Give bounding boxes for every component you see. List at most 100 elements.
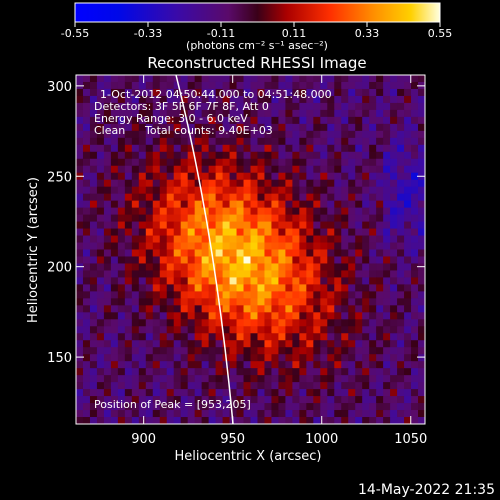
heatmap-cell [187,172,196,181]
heatmap-cell [152,270,161,279]
heatmap-cell [194,207,203,216]
heatmap-cell [103,200,112,209]
heatmap-cell [82,256,91,265]
heatmap-cell [313,179,321,188]
heatmap-cell [187,256,196,265]
heatmap-cell [138,249,147,258]
heatmap-cell [271,312,280,320]
heatmap-cell [369,312,377,320]
heatmap-cell [292,102,300,111]
heatmap-cell [264,179,273,188]
heatmap-cell [278,228,286,237]
heatmap-cell [159,228,168,237]
heatmap-cell [243,165,252,174]
heatmap-cell [271,95,280,104]
heatmap-cell [285,116,293,125]
heatmap-cell [292,354,300,362]
heatmap-cell [236,305,245,313]
heatmap-cell [250,312,259,320]
heatmap-cell [411,354,419,362]
heatmap-cell [299,410,307,418]
heatmap-cell [299,214,307,223]
heatmap-cell [285,410,293,418]
colorbar-ticks: -0.55 -0.33 -0.11 0.11 0.33 0.55 [61,22,452,40]
heatmap-cell [334,382,342,390]
heatmap-cell [313,109,321,118]
heatmap-cell [180,389,189,397]
heatmap-cell [306,256,314,265]
heatmap-cell [369,340,377,348]
heatmap-cell [145,137,154,146]
heatmap-cell [334,277,342,285]
heatmap-cell [138,354,147,362]
heatmap-cell [222,417,231,424]
heatmap-cell [383,235,391,244]
heatmap-cell [103,417,112,424]
heatmap-cell [362,109,370,118]
heatmap-cell [369,326,377,334]
heatmap-cell [208,221,217,230]
heatmap-cell [236,256,245,265]
heatmap-cell [376,81,384,90]
heatmap-cell [411,228,419,237]
heatmap-cell [348,172,356,181]
heatmap-cell [404,305,412,313]
heatmap-cell [152,333,161,341]
heatmap-cell [257,200,266,209]
heatmap-cell [285,165,293,174]
heatmap-cell [390,151,398,160]
heatmap-cell [76,235,84,244]
heatmap-cell [257,179,266,188]
heatmap-cell [390,382,398,390]
heatmap-cell [404,270,412,279]
heatmap-cell [327,410,335,418]
heatmap-cell [334,403,342,411]
heatmap-cell [96,270,105,279]
heatmap-cell [243,389,252,397]
heatmap-cell [117,123,126,132]
heatmap-cell [327,102,335,111]
heatmap-cell [306,207,314,216]
heatmap-cell [82,319,91,327]
heatmap-cell [243,277,252,285]
heatmap-cell [124,228,133,237]
heatmap-cell [271,270,280,279]
heatmap-cell [369,235,377,244]
heatmap-cell [250,368,259,376]
heatmap-cell [222,137,231,146]
heatmap-cell [124,270,133,279]
heatmap-cell [313,75,321,83]
heatmap-cell [159,102,168,111]
heatmap-cell [82,88,91,97]
heatmap-cell [152,179,161,188]
heatmap-cell [180,165,189,174]
heatmap-cell [215,410,224,418]
heatmap-cell [117,270,126,279]
heatmap-cell [285,361,293,369]
heatmap-cell [327,200,335,209]
heatmap-cell [390,263,398,272]
heatmap-cell [82,417,91,424]
heatmap-cell [376,144,384,153]
heatmap-cell [271,368,280,376]
heatmap-cell [222,410,231,418]
heatmap-cell [348,396,356,404]
heatmap-cell [362,242,370,251]
heatmap-cell [390,242,398,251]
heatmap-cell [341,263,349,272]
heatmap-cell [215,389,224,397]
heatmap-cell [124,123,133,132]
heatmap-cell [117,172,126,181]
heatmap-cell [208,396,217,404]
heatmap-cell [334,228,342,237]
heatmap-cell [89,186,98,195]
heatmap-cell [180,319,189,327]
heatmap-cell [362,277,370,285]
heatmap-cell [131,88,140,97]
heatmap-cell [390,396,398,404]
heatmap-cell [271,319,280,327]
heatmap-cell [390,326,398,334]
heatmap-cell [348,312,356,320]
heatmap-cell [229,137,238,146]
heatmap-cell [411,403,419,411]
